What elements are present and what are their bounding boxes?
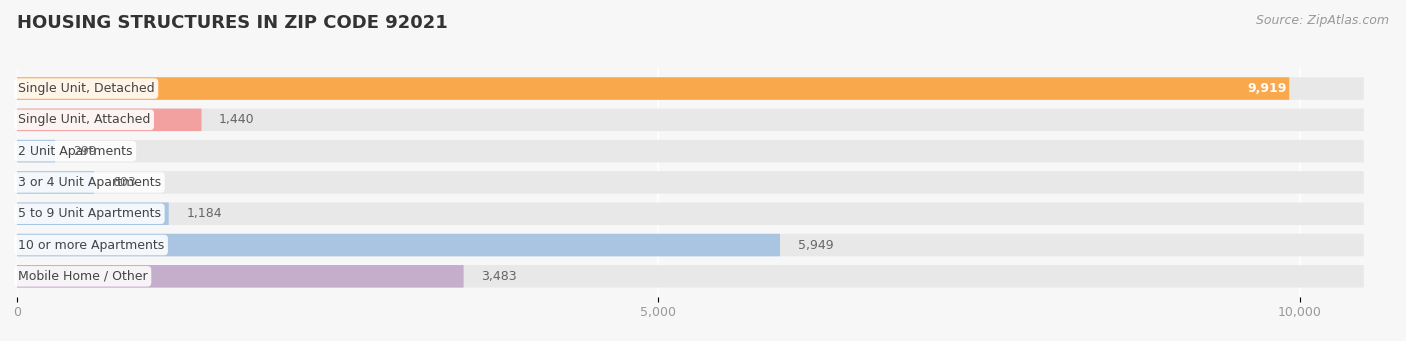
Text: 3,483: 3,483 (481, 270, 517, 283)
Text: 5 to 9 Unit Apartments: 5 to 9 Unit Apartments (18, 207, 160, 220)
FancyBboxPatch shape (17, 203, 169, 225)
Text: 299: 299 (73, 145, 97, 158)
FancyBboxPatch shape (17, 265, 464, 287)
FancyBboxPatch shape (17, 140, 55, 162)
Text: Single Unit, Detached: Single Unit, Detached (18, 82, 155, 95)
FancyBboxPatch shape (17, 234, 1364, 256)
Text: Source: ZipAtlas.com: Source: ZipAtlas.com (1256, 14, 1389, 27)
FancyBboxPatch shape (17, 171, 1364, 194)
FancyBboxPatch shape (17, 77, 1364, 100)
Text: 3 or 4 Unit Apartments: 3 or 4 Unit Apartments (18, 176, 162, 189)
Text: 1,440: 1,440 (219, 113, 254, 126)
FancyBboxPatch shape (17, 108, 1364, 131)
FancyBboxPatch shape (17, 234, 780, 256)
Text: 1,184: 1,184 (186, 207, 222, 220)
Text: 2 Unit Apartments: 2 Unit Apartments (18, 145, 132, 158)
Text: Single Unit, Attached: Single Unit, Attached (18, 113, 150, 126)
Text: 9,919: 9,919 (1247, 82, 1286, 95)
FancyBboxPatch shape (17, 171, 94, 194)
FancyBboxPatch shape (17, 77, 1289, 100)
Text: Mobile Home / Other: Mobile Home / Other (18, 270, 148, 283)
Text: HOUSING STRUCTURES IN ZIP CODE 92021: HOUSING STRUCTURES IN ZIP CODE 92021 (17, 14, 447, 32)
FancyBboxPatch shape (17, 140, 1364, 162)
Text: 5,949: 5,949 (797, 239, 834, 252)
Text: 603: 603 (111, 176, 135, 189)
FancyBboxPatch shape (17, 265, 1364, 287)
FancyBboxPatch shape (17, 203, 1364, 225)
FancyBboxPatch shape (17, 108, 201, 131)
Text: 10 or more Apartments: 10 or more Apartments (18, 239, 165, 252)
